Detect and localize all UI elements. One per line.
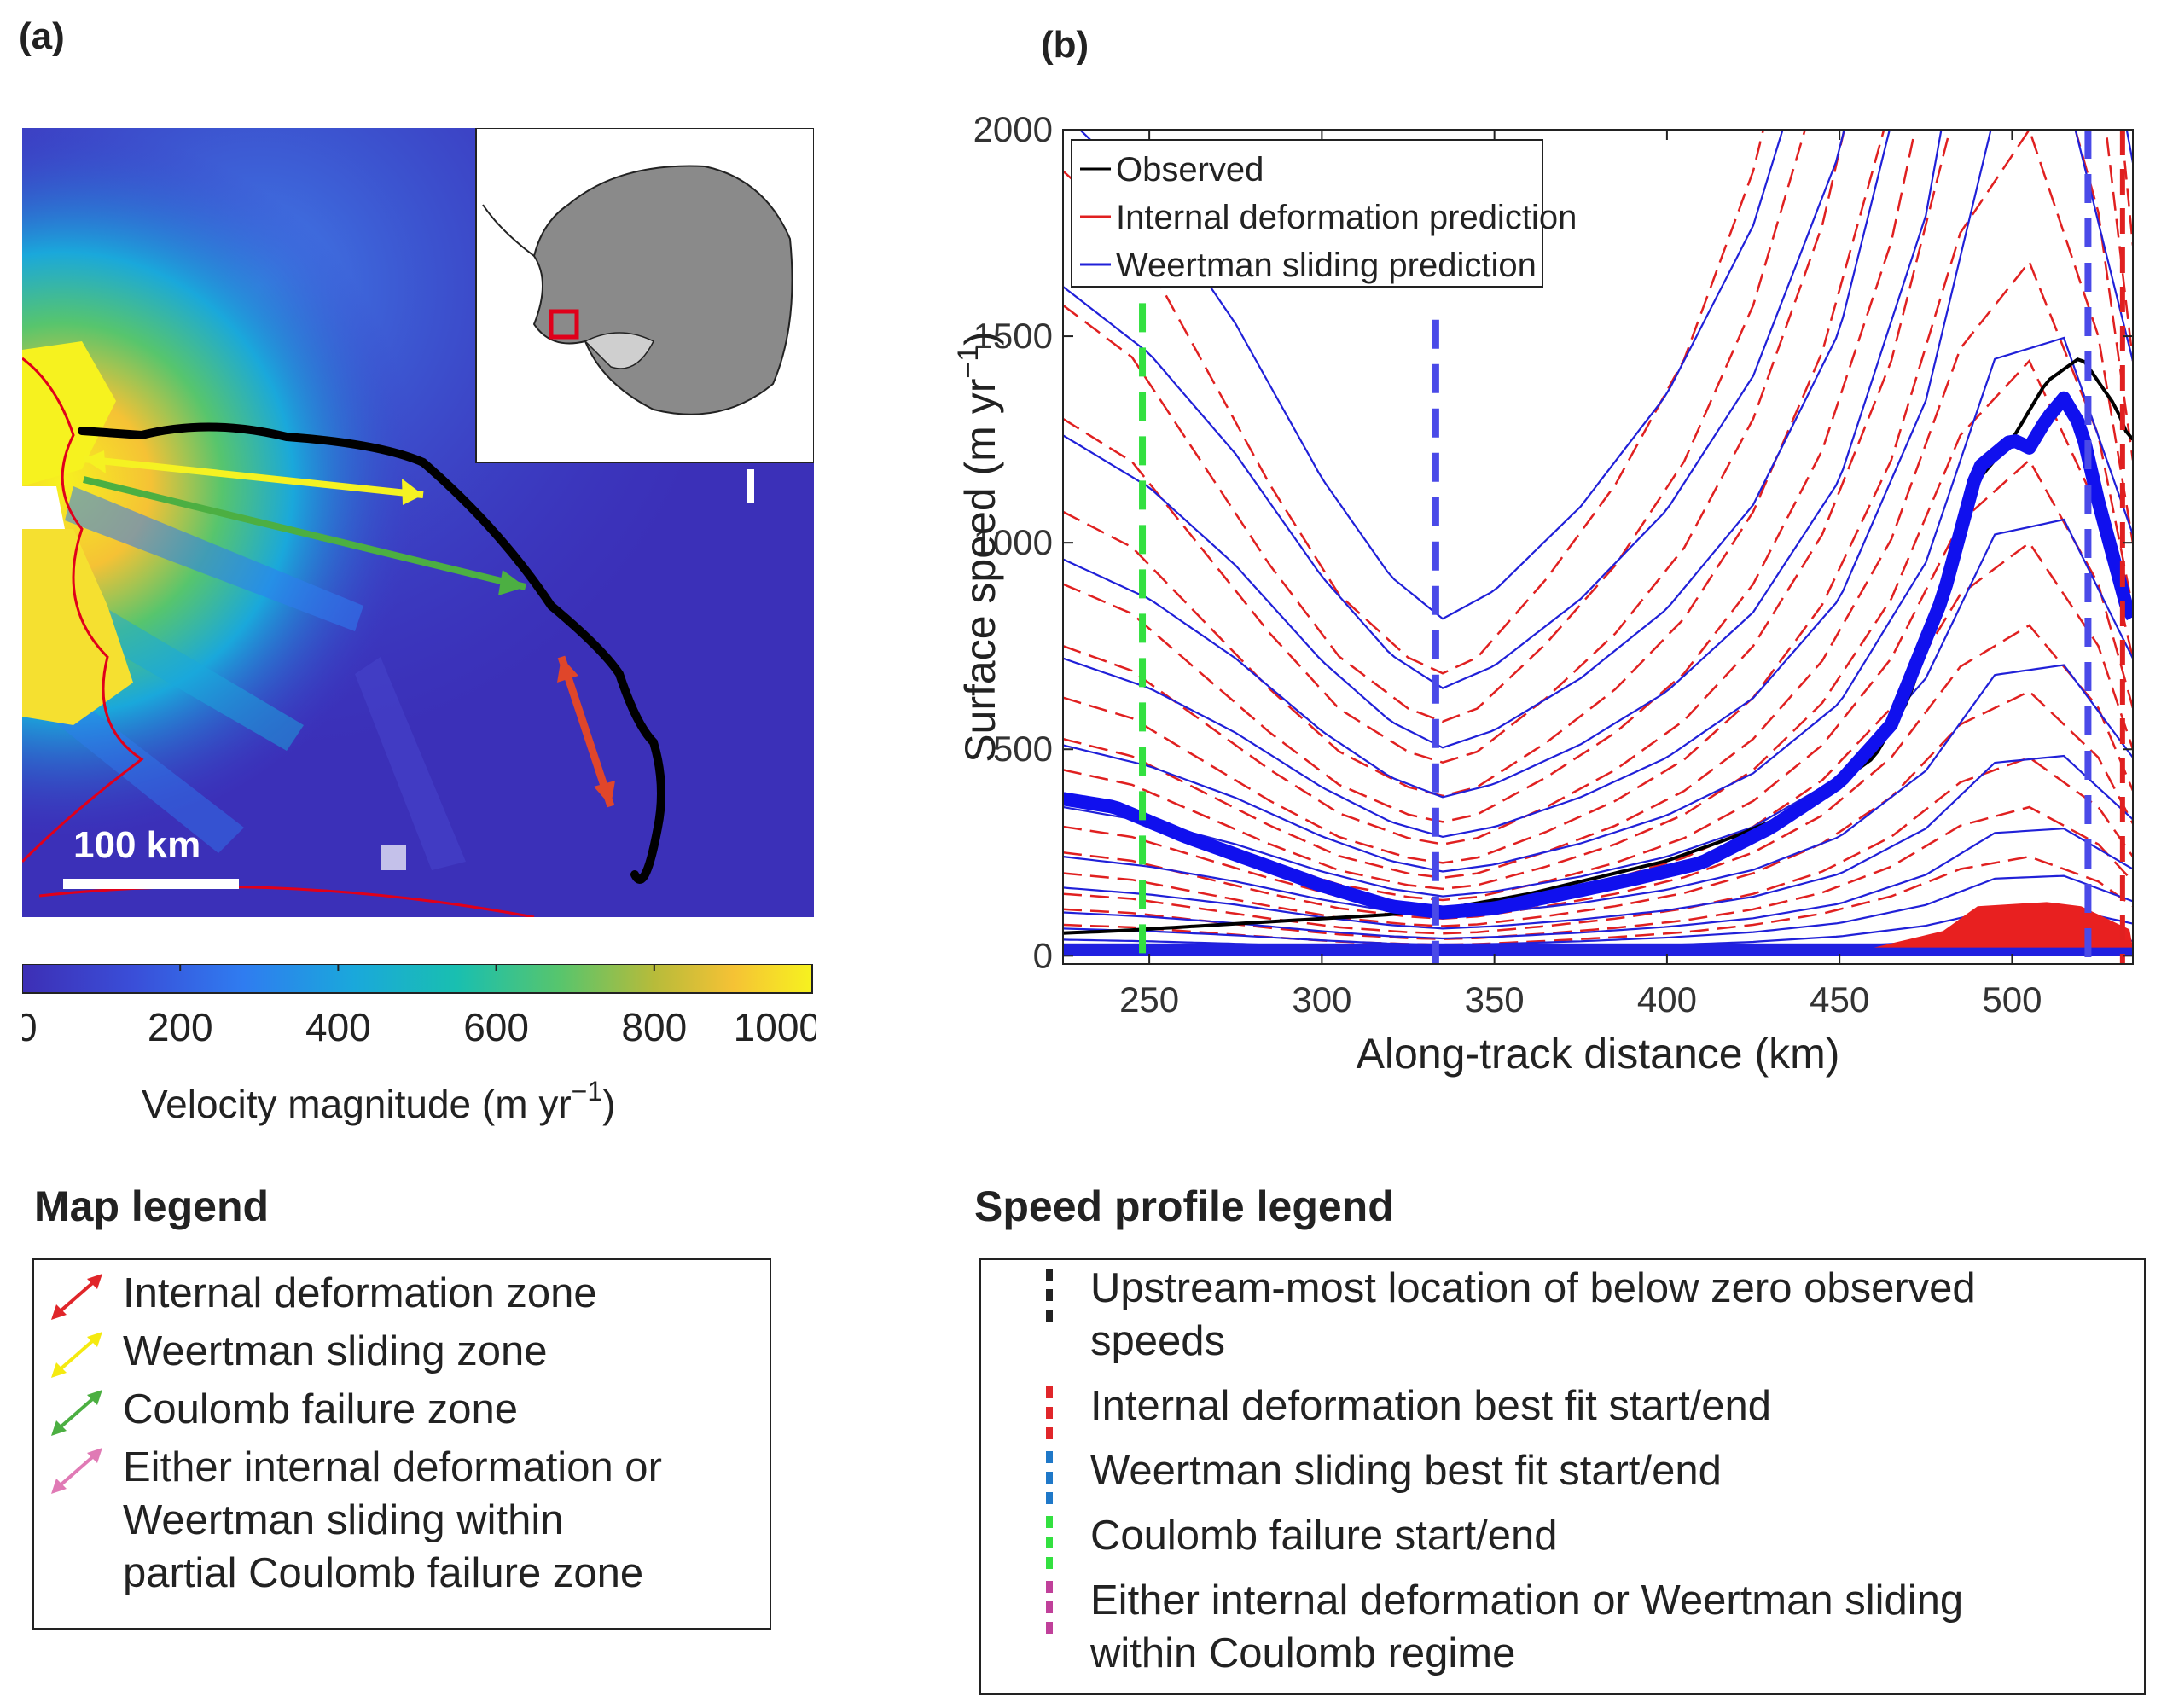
legend-label: Observed bbox=[1116, 151, 1264, 189]
x-tick-label: 250 bbox=[1119, 979, 1179, 1020]
x-tick-label: 400 bbox=[1637, 979, 1697, 1020]
dashed-marker-icon bbox=[1046, 1581, 1053, 1635]
profile-legend-label: Coulomb failure start/end bbox=[1090, 1513, 1558, 1559]
x-tick-label: 300 bbox=[1292, 979, 1351, 1020]
y-tick-label: 500 bbox=[993, 729, 1053, 769]
weertman-prediction-line bbox=[1078, 130, 1784, 620]
profile-legend-title: Speed profile legend bbox=[974, 1182, 1394, 1230]
y-tick-label: 1500 bbox=[973, 316, 1053, 356]
colorbar-tick-label: 200 bbox=[148, 1005, 213, 1049]
y-axis-label: Surface speed (m yr−1) bbox=[952, 331, 1004, 763]
deformation-prediction-line bbox=[1063, 756, 2133, 935]
deformation-prediction-line bbox=[1063, 358, 2133, 891]
dashed-marker-icon bbox=[1046, 1516, 1053, 1571]
weertman-prediction-line bbox=[1063, 664, 2133, 917]
colorbar-tick-label: 400 bbox=[305, 1005, 371, 1049]
deformation-prediction-line bbox=[1063, 130, 1807, 723]
x-tick-label: 350 bbox=[1465, 979, 1525, 1020]
weertman-prediction-line bbox=[1063, 130, 2133, 839]
weertman-prediction-line bbox=[1063, 130, 2133, 799]
deformation-prediction-line bbox=[1063, 130, 2133, 798]
colorbar-tick-label: 1000 bbox=[734, 1005, 816, 1049]
double-arrow-icon bbox=[51, 1390, 102, 1436]
map-legend-label: partial Coulomb failure zone bbox=[123, 1550, 644, 1596]
weertman-best-fit-line bbox=[1063, 391, 2133, 920]
map-legend-title: Map legend bbox=[34, 1182, 270, 1230]
weertman-prediction-line bbox=[1063, 336, 2133, 873]
x-tick-label: 450 bbox=[1810, 979, 1869, 1020]
weertman-prediction-line bbox=[1063, 874, 2133, 946]
scale-bar-label: 100 km bbox=[73, 824, 200, 866]
weertman-prediction-line bbox=[1063, 754, 2133, 930]
profile-legend-label: within Coulomb regime bbox=[1090, 1630, 1516, 1676]
legend-label: Weertman sliding prediction bbox=[1116, 247, 1537, 284]
deformation-prediction-line bbox=[1063, 130, 1845, 764]
profile-legend-label: speeds bbox=[1090, 1318, 1226, 1364]
y-tick-label: 0 bbox=[1033, 935, 1053, 975]
profile-legend-label: Either internal deformation or Weertman … bbox=[1090, 1577, 1964, 1624]
double-arrow-icon bbox=[51, 1332, 102, 1378]
weertman-prediction-line bbox=[1063, 130, 1845, 689]
dashed-marker-icon bbox=[1046, 1451, 1053, 1506]
profile-legend-label: Upstream-most location of below zero obs… bbox=[1090, 1265, 1976, 1311]
profile-legend-label: Weertman sliding best fit start/end bbox=[1090, 1448, 1722, 1494]
map-legend-label: Weertman sliding within bbox=[123, 1497, 564, 1543]
deformation-near-zero-band bbox=[1874, 902, 2133, 948]
dashed-marker-icon bbox=[1046, 1269, 1053, 1323]
colorbar: 0 200 400 600 800 1000 Velocity magnitude (m … bbox=[22, 964, 816, 1126]
deformation-prediction-line bbox=[1063, 624, 2133, 920]
panel-b-label: (b) bbox=[1041, 24, 1089, 66]
map-legend-label: Internal deformation zone bbox=[123, 1270, 597, 1316]
deformation-prediction-line bbox=[1063, 130, 2133, 845]
panel-a-label: (a) bbox=[19, 15, 65, 57]
colorbar-label: Velocity magnitude (m yr−1) bbox=[142, 1076, 615, 1126]
map-legend-label: Coulomb failure zone bbox=[123, 1386, 519, 1432]
map-legend-label: Weertman sliding zone bbox=[123, 1328, 548, 1374]
weertman-prediction-line bbox=[1063, 130, 1891, 749]
plot-frame bbox=[1062, 129, 2134, 965]
dashed-marker-icon bbox=[1046, 1386, 1053, 1441]
deformation-prediction-line bbox=[1063, 130, 2133, 864]
near-zero-predictions bbox=[1063, 943, 2133, 956]
x-axis-label: Along-track distance (km) bbox=[1357, 1030, 1840, 1078]
double-arrow-icon bbox=[51, 1274, 102, 1320]
colorbar-tick-label: 0 bbox=[22, 1005, 38, 1049]
legend-box bbox=[1071, 139, 1543, 288]
y-tick-label: 1000 bbox=[973, 522, 1053, 562]
colorbar-tick-label: 800 bbox=[621, 1005, 687, 1049]
profile-legend-label: Internal deformation best fit start/end bbox=[1090, 1383, 1772, 1429]
weertman-prediction-line bbox=[1063, 518, 2133, 898]
legend-label: Internal deformation prediction bbox=[1116, 199, 1577, 236]
y-tick-label: 2000 bbox=[973, 111, 1053, 149]
speed-profile-chart: 250 300 350 400 450 500 0 500 1000 1500 2000 Along-… bbox=[952, 111, 2134, 1078]
deformation-prediction-line bbox=[1063, 130, 2133, 823]
deformation-prediction-line bbox=[1063, 690, 2133, 927]
map-legend-label: Either internal deformation or bbox=[123, 1444, 662, 1490]
x-tick-label: 500 bbox=[1982, 979, 2042, 1020]
colorbar-tick-label: 600 bbox=[463, 1005, 529, 1049]
map-legend: Internal deformation zone Weertman slidin… bbox=[32, 1258, 771, 1630]
profile-legend: Upstream-most location of below zero obs… bbox=[979, 1258, 2146, 1695]
deformation-prediction-line bbox=[1063, 458, 2133, 902]
double-arrow-icon bbox=[51, 1448, 102, 1494]
chart-legend: Observed Internal deformation prediction W… bbox=[1071, 139, 1577, 288]
velocity-map: 100 km bbox=[22, 128, 814, 917]
deformation-prediction-line bbox=[1063, 259, 2133, 880]
